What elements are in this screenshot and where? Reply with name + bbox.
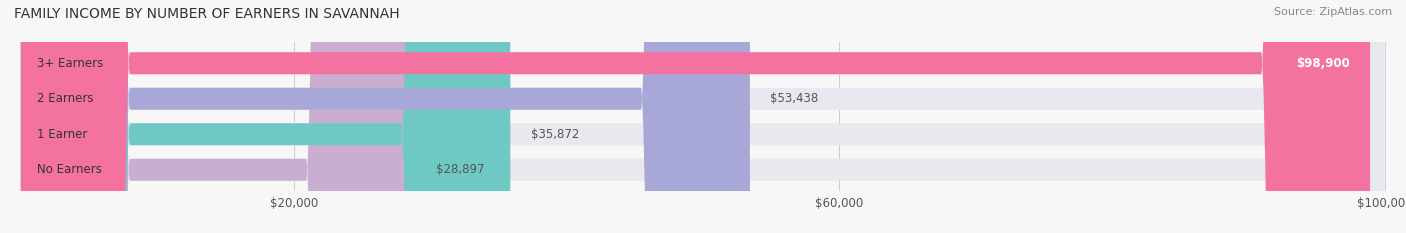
Text: No Earners: No Earners [37,163,103,176]
FancyBboxPatch shape [21,0,1385,233]
FancyBboxPatch shape [21,0,749,233]
FancyBboxPatch shape [21,0,415,233]
Text: 3+ Earners: 3+ Earners [37,57,104,70]
Text: $53,438: $53,438 [770,92,818,105]
Text: $98,900: $98,900 [1296,57,1350,70]
Text: $35,872: $35,872 [530,128,579,141]
Text: $28,897: $28,897 [436,163,484,176]
Text: 2 Earners: 2 Earners [37,92,94,105]
FancyBboxPatch shape [21,0,1385,233]
Text: Source: ZipAtlas.com: Source: ZipAtlas.com [1274,7,1392,17]
FancyBboxPatch shape [21,0,1385,233]
Text: 1 Earner: 1 Earner [37,128,87,141]
Text: FAMILY INCOME BY NUMBER OF EARNERS IN SAVANNAH: FAMILY INCOME BY NUMBER OF EARNERS IN SA… [14,7,399,21]
FancyBboxPatch shape [21,0,1369,233]
FancyBboxPatch shape [21,0,510,233]
FancyBboxPatch shape [21,0,1385,233]
